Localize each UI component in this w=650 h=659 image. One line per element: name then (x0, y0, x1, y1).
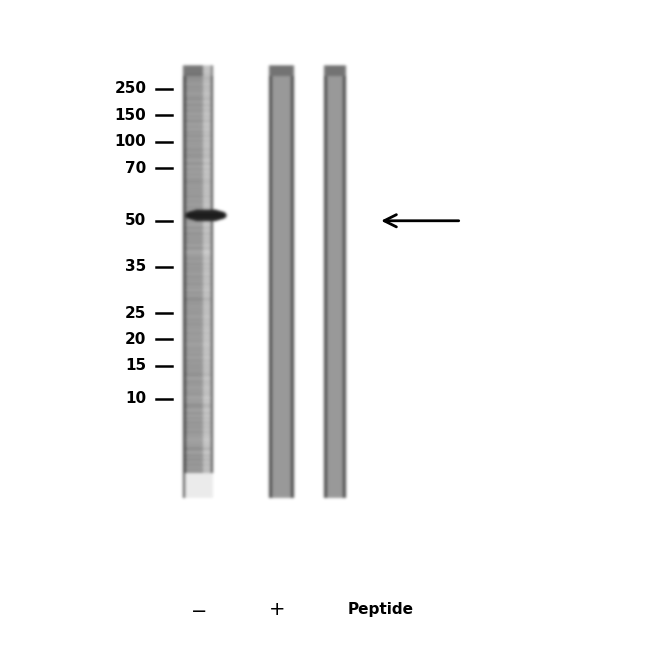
Text: 50: 50 (125, 214, 146, 228)
Text: 150: 150 (114, 108, 146, 123)
Text: $+$: $+$ (268, 600, 285, 619)
Text: 10: 10 (125, 391, 146, 406)
Text: 35: 35 (125, 260, 146, 274)
Text: 70: 70 (125, 161, 146, 175)
Text: 250: 250 (114, 82, 146, 96)
Text: 20: 20 (125, 332, 146, 347)
Text: 15: 15 (125, 358, 146, 373)
Text: Peptide: Peptide (348, 602, 414, 617)
Text: 25: 25 (125, 306, 146, 320)
Text: $-$: $-$ (190, 600, 207, 619)
Text: 100: 100 (114, 134, 146, 149)
